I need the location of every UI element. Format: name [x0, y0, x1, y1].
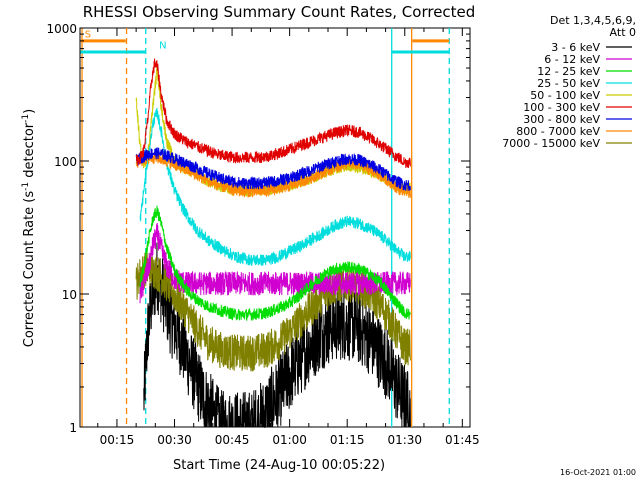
legend-label-3: 25 - 50 keV	[537, 77, 600, 90]
y-tick-label-3: 1000	[46, 22, 77, 36]
legend-label-5: 100 - 300 keV	[523, 101, 600, 114]
x-tick-label-3: 01:00	[272, 433, 307, 447]
flag-mark-1: N	[159, 41, 166, 52]
x-tick-label-4: 01:15	[330, 433, 365, 447]
legend-header-1: Att 0	[610, 26, 636, 39]
series-line-8	[135, 252, 411, 372]
series-line-6	[135, 147, 411, 191]
legend-label-0: 3 - 6 keV	[551, 41, 600, 54]
legend-label-2: 12 - 25 keV	[537, 65, 600, 78]
axes-layer: 00:15 00:30 00:45 01:00 01:15 01:30 01:45 1 10 10…	[46, 22, 479, 447]
series-line-2	[139, 205, 411, 321]
series-layer	[135, 58, 411, 429]
legend-label-7: 800 - 7000 keV	[516, 125, 600, 138]
y-tick-label-1: 10	[62, 288, 77, 302]
x-tick-label-1: 00:30	[157, 433, 192, 447]
flag-mark-0: S	[85, 29, 91, 40]
plot-frame	[79, 27, 471, 428]
series-line-7	[135, 151, 411, 198]
x-tick-label-5: 01:30	[387, 433, 422, 447]
legend-label-1: 6 - 12 keV	[544, 53, 600, 66]
y-axis-label: Corrected Count Rate (s-1 detector-1)	[21, 109, 37, 347]
legend-label-8: 7000 - 15000 keV	[502, 137, 600, 150]
series-line-4	[135, 63, 411, 198]
x-tick-label-6: 01:45	[445, 433, 480, 447]
legend-label-4: 50 - 100 keV	[530, 89, 600, 102]
x-axis-label: Start Time (24-Aug-10 00:05:22)	[173, 458, 385, 473]
y-tick-label-0: 1	[69, 421, 77, 435]
generation-timestamp: 16-Oct-2021 01:00	[560, 468, 636, 477]
chart-title: RHESSI Observing Summary Count Rates, Co…	[83, 3, 476, 21]
x-tick-label-0: 00:15	[100, 433, 135, 447]
y-tick-label-2: 100	[54, 155, 77, 169]
series-line-3	[139, 107, 411, 266]
legend-header-0: Det 1,3,4,5,6,9,	[550, 14, 636, 27]
series-line-5	[135, 58, 411, 168]
x-tick-label-2: 00:45	[215, 433, 250, 447]
legend-label-6: 300 - 800 keV	[523, 113, 600, 126]
